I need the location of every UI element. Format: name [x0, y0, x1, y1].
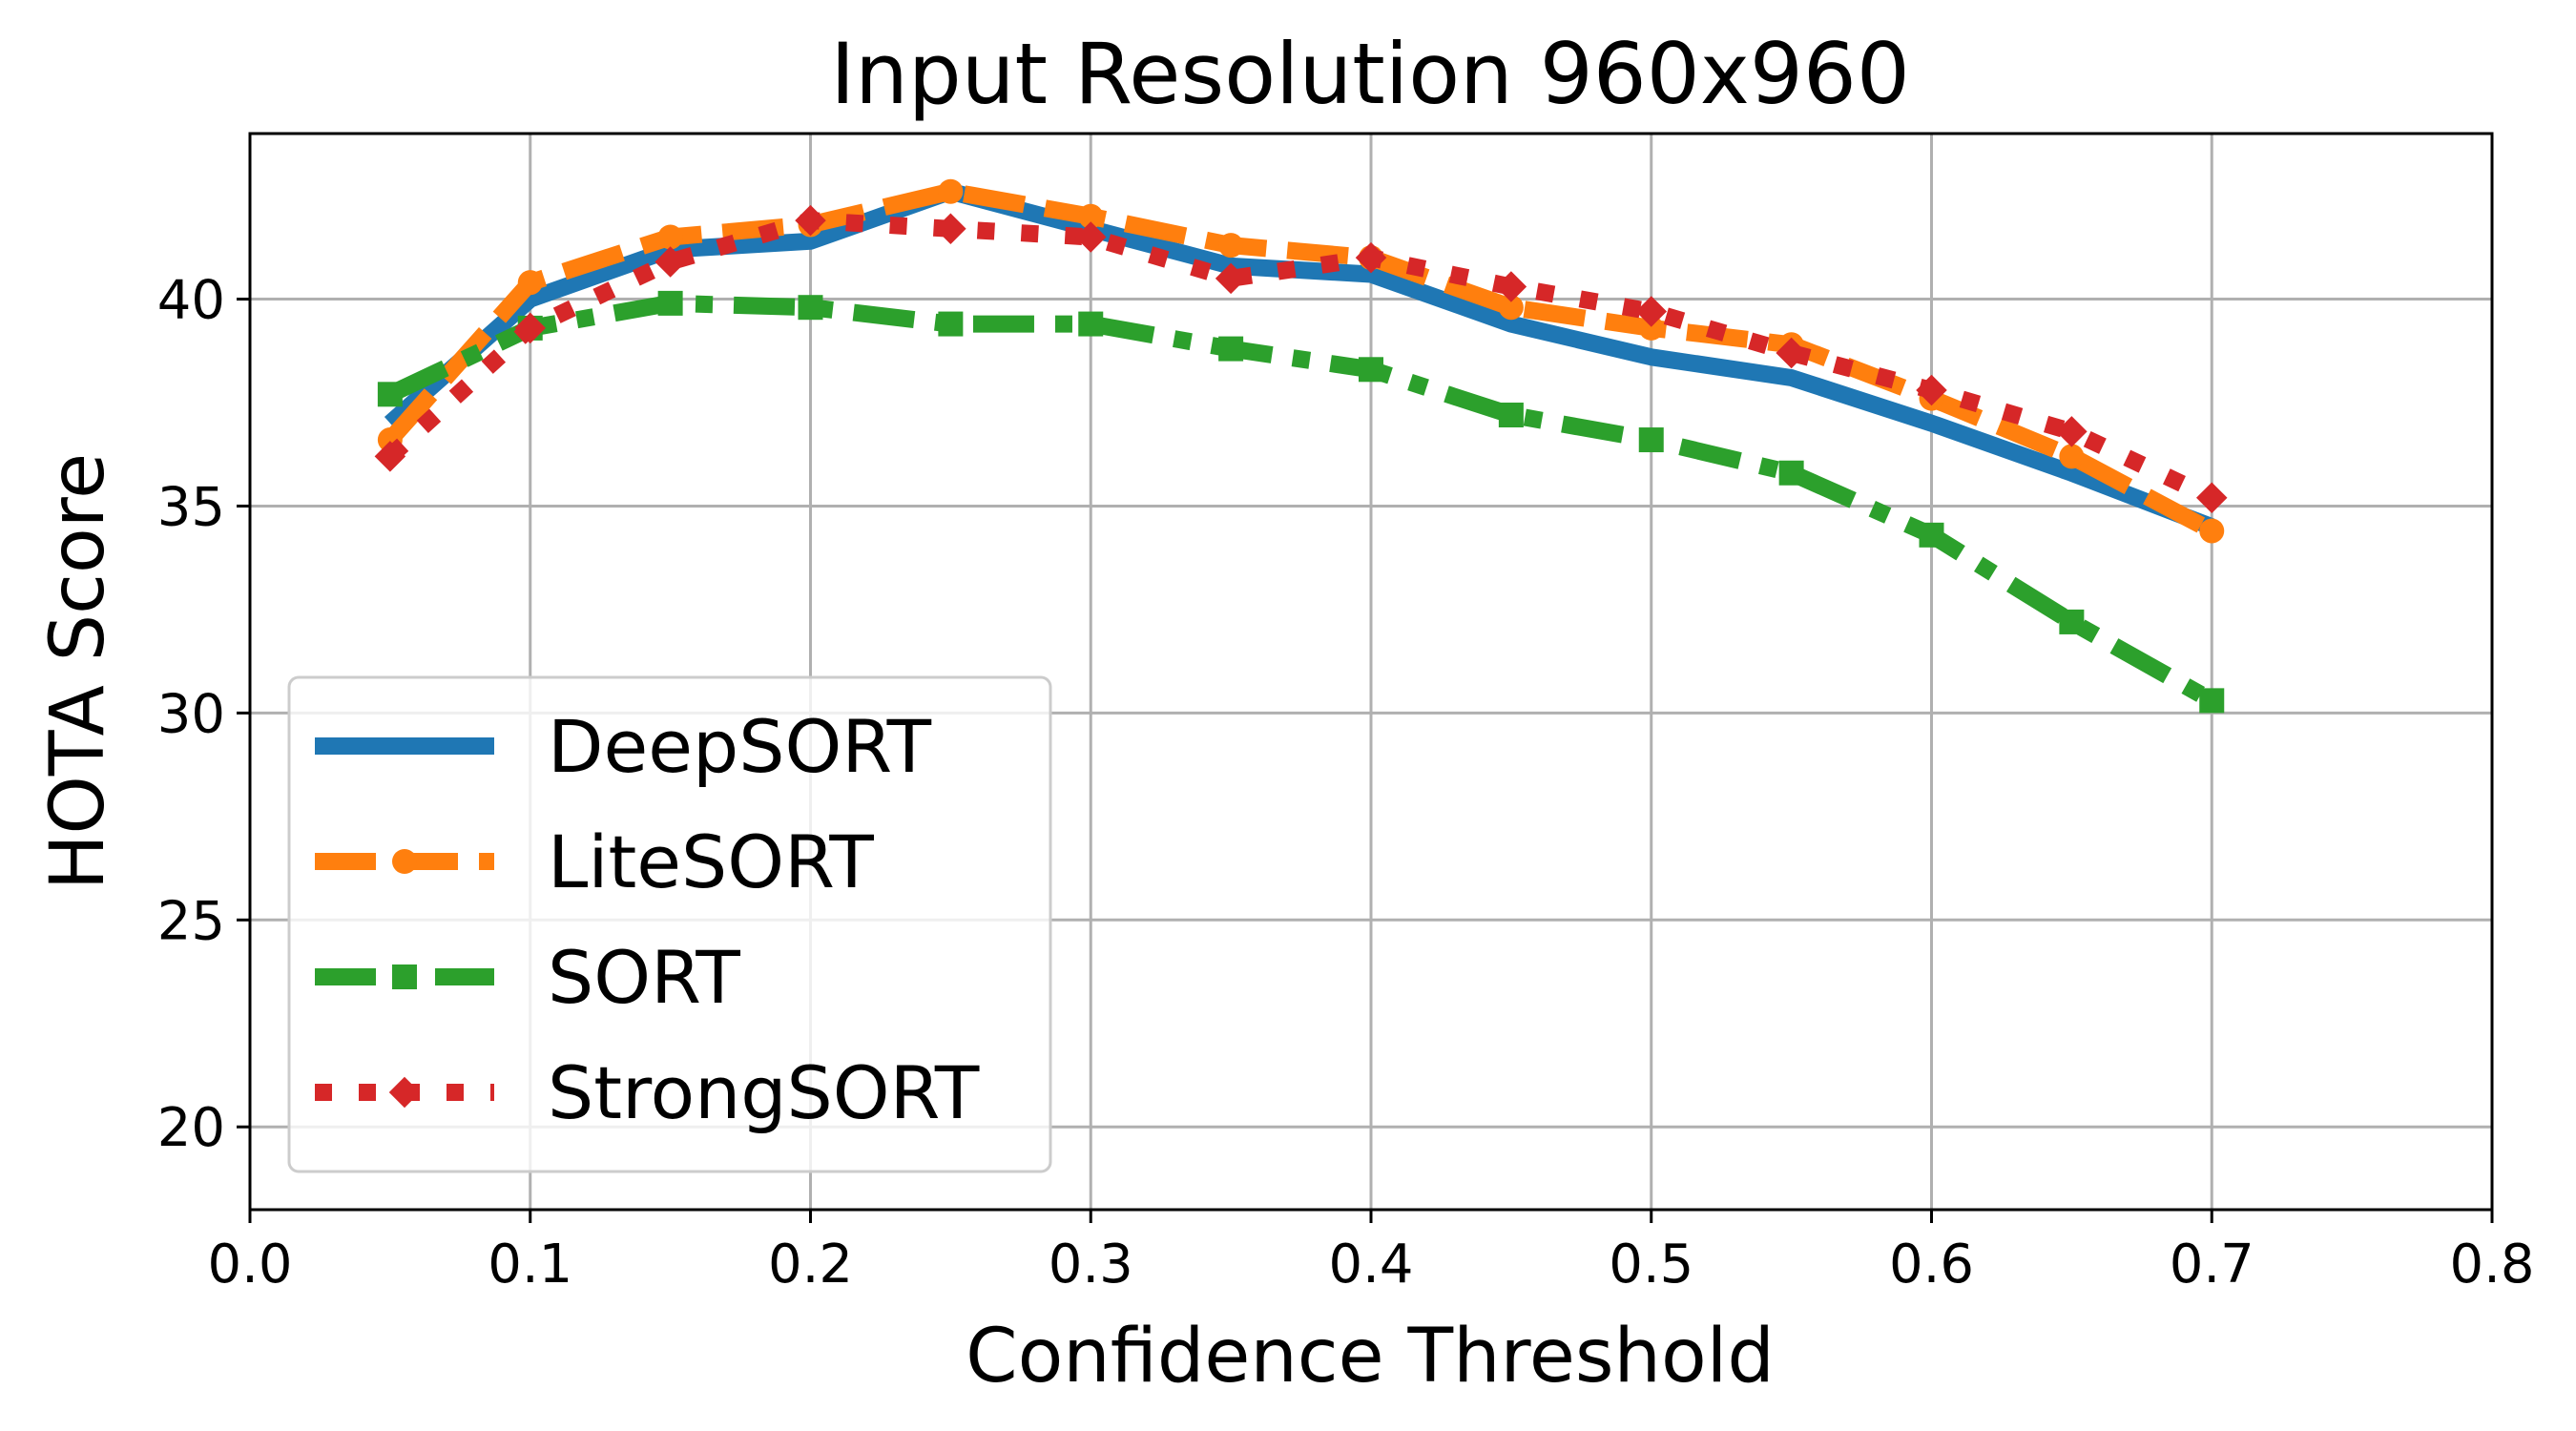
legend-label: SORT — [548, 935, 740, 1020]
data-point — [1218, 233, 1244, 259]
x-tick-label: 0.8 — [2449, 1234, 2534, 1296]
y-tick-label: 20 — [157, 1097, 225, 1159]
data-point — [2059, 609, 2085, 634]
x-tick-label: 0.0 — [207, 1234, 292, 1296]
data-point — [935, 213, 966, 245]
data-point — [795, 204, 826, 237]
series-line — [384, 182, 2215, 535]
y-tick-label: 25 — [157, 890, 225, 952]
data-point — [517, 270, 543, 296]
x-tick-label: 0.7 — [2170, 1234, 2254, 1296]
legend: DeepSORT LiteSORT SORT StrongSORT — [287, 675, 1052, 1173]
data-point — [654, 246, 686, 278]
data-point — [657, 224, 683, 250]
data-point — [1215, 262, 1247, 295]
data-point — [938, 178, 964, 204]
series-layer — [374, 178, 2228, 714]
data-point — [2199, 518, 2225, 544]
chart-title: Input Resolution 960x960 — [830, 25, 1910, 123]
data-point — [1359, 357, 1383, 383]
y-tick-label: 30 — [157, 683, 225, 745]
series-line — [384, 182, 2216, 539]
data-point — [2056, 416, 2088, 447]
data-point — [798, 295, 823, 321]
data-point — [1075, 221, 1107, 253]
legend-marker — [392, 849, 417, 874]
y-tick-label: 40 — [157, 270, 225, 332]
axis-ticks: 0.0 0.1 0.2 0.3 0.4 0.5 0.6 0.7 0.8 20 25 30 35 40 — [157, 270, 2535, 1296]
x-axis-label: Confidence Threshold — [966, 1314, 1775, 1400]
x-tick-label: 0.6 — [1889, 1234, 1974, 1296]
data-point — [1778, 460, 1804, 486]
data-point — [1638, 427, 1664, 453]
x-tick-label: 0.3 — [1049, 1234, 1133, 1296]
data-point — [514, 312, 546, 344]
data-point — [1078, 311, 1104, 337]
x-tick-label: 0.5 — [1609, 1234, 1693, 1296]
data-point — [377, 382, 403, 407]
legend-label: LiteSORT — [548, 819, 874, 904]
data-point — [1635, 296, 1667, 327]
data-point — [1498, 295, 1524, 321]
data-point — [2199, 688, 2225, 714]
series-deepsort — [384, 182, 2215, 535]
x-tick-label: 0.1 — [488, 1234, 572, 1296]
data-point — [1776, 337, 1807, 369]
y-tick-label: 35 — [157, 476, 225, 538]
data-point — [1078, 203, 1104, 229]
data-point — [1498, 403, 1524, 428]
series-line — [386, 294, 2216, 709]
series-strongsort — [374, 204, 2228, 514]
data-point — [1355, 241, 1387, 274]
x-tick-label: 0.4 — [1328, 1234, 1413, 1296]
data-point — [374, 441, 406, 472]
legend-label: DeepSORT — [548, 704, 932, 789]
data-point — [938, 311, 964, 337]
legend-label: StrongSORT — [548, 1050, 980, 1135]
y-axis-label: HOTA Score — [35, 453, 121, 890]
data-point — [1638, 315, 1664, 341]
data-point — [2059, 444, 2085, 469]
data-point — [1916, 374, 1947, 406]
legend-marker — [392, 964, 417, 989]
data-point — [1495, 271, 1527, 302]
legend-box — [287, 675, 1052, 1173]
data-point — [1218, 336, 1244, 362]
data-point — [657, 290, 683, 316]
legend-marker — [388, 1076, 421, 1109]
data-point — [1919, 522, 1944, 548]
data-point — [2196, 482, 2228, 514]
x-tick-label: 0.2 — [768, 1234, 853, 1296]
